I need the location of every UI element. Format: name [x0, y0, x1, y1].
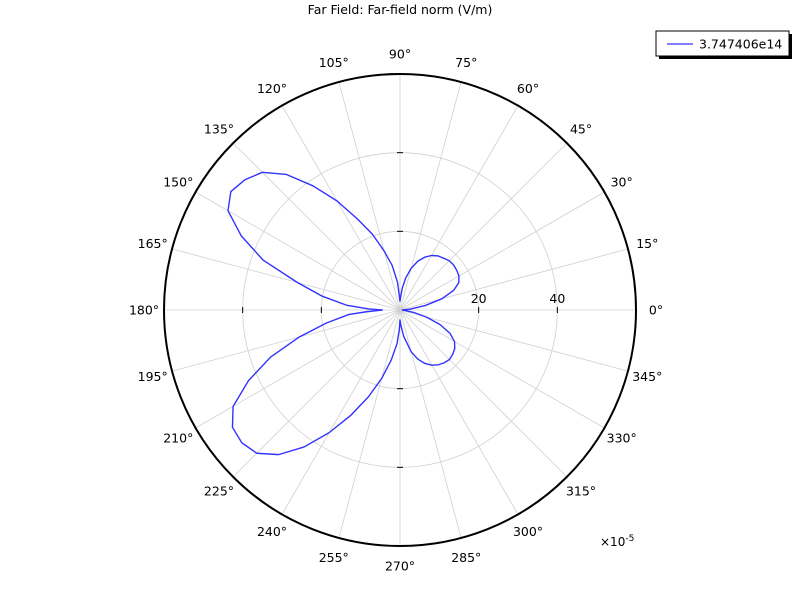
angle-tick-label: 15°	[636, 236, 658, 251]
angle-tick-label: 60°	[517, 81, 539, 96]
angle-tick-label: 150°	[163, 175, 193, 190]
angle-tick-label: 165°	[138, 236, 168, 251]
grid-spoke	[399, 309, 568, 478]
angle-tick-label: 135°	[204, 121, 234, 136]
angle-tick-label: 315°	[566, 484, 596, 499]
grid-spoke	[399, 191, 605, 311]
legend: 3.747406e14	[655, 30, 792, 59]
angle-tick-label: 300°	[513, 524, 543, 539]
grid-spoke	[195, 191, 401, 311]
grid-spoke	[338, 81, 401, 311]
grid-spoke	[171, 309, 401, 372]
angle-tick-label: 255°	[319, 550, 349, 565]
grid-spoke	[399, 309, 462, 539]
angle-tick-label: 285°	[451, 550, 481, 565]
angle-tick-label: 270°	[385, 559, 415, 574]
angle-tick-label: 105°	[319, 55, 349, 70]
grid-spoke	[171, 248, 401, 311]
grid-spoke	[281, 105, 401, 311]
angle-tick-label: 120°	[257, 81, 287, 96]
grid-spoke	[232, 309, 401, 478]
series-line	[227, 171, 460, 456]
radial-tick-label: 20	[471, 291, 487, 306]
angle-tick-label: 45°	[570, 121, 592, 136]
angle-tick-label: 195°	[138, 369, 168, 384]
grid-spoke	[399, 81, 462, 311]
angle-tick-label: 210°	[163, 431, 193, 446]
series-layer	[227, 171, 460, 456]
grid-layer	[163, 73, 637, 547]
radial-tick-label: 40	[549, 291, 565, 306]
grid-spoke	[232, 142, 401, 311]
polar-boundary	[163, 73, 637, 547]
angle-tick-label: 0°	[649, 303, 663, 318]
angle-tick-label: 75°	[455, 55, 477, 70]
legend-series-label: 3.747406e14	[699, 37, 782, 52]
radial-multiplier-exponent: -5	[625, 534, 634, 544]
grid-spoke	[281, 309, 401, 515]
grid-spoke	[399, 309, 519, 515]
angle-tick-label: 30°	[611, 175, 633, 190]
angle-tick-label: 225°	[204, 484, 234, 499]
grid-spoke	[399, 309, 605, 429]
chart-title: Far Field: Far-field norm (V/m)	[307, 2, 493, 17]
radial-labels: 20 40	[471, 291, 566, 306]
grid-spoke	[399, 248, 629, 311]
grid-spoke	[399, 309, 629, 372]
grid-spoke	[399, 105, 519, 311]
grid-spoke	[338, 309, 401, 539]
angle-labels: 0° 15° 30° 45° 60° 75° 90° 105° 120° 135° 150° 165°…	[129, 47, 663, 574]
radial-multiplier-label: ×10-5	[600, 534, 634, 549]
angle-tick-label: 180°	[129, 303, 159, 318]
angle-tick-label: 345°	[632, 369, 662, 384]
grid-spoke	[399, 142, 568, 311]
angle-tick-label: 90°	[389, 47, 411, 62]
angle-tick-label: 240°	[257, 524, 287, 539]
angle-tick-label: 330°	[607, 431, 637, 446]
grid-spoke	[195, 309, 401, 429]
